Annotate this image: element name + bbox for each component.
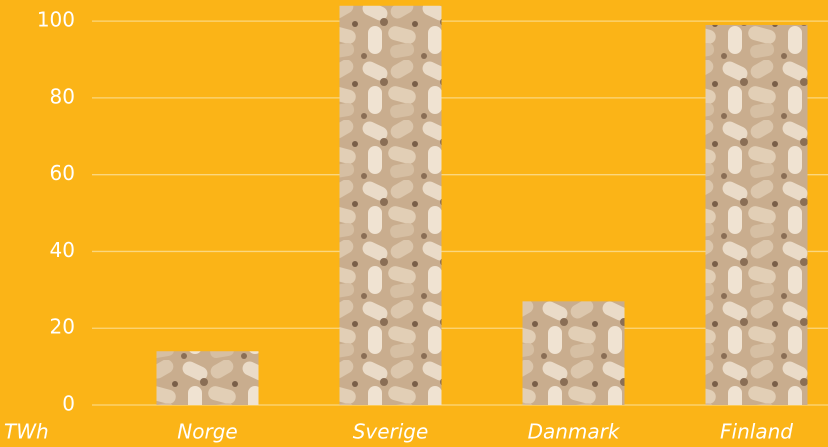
bar bbox=[705, 24, 808, 405]
bar bbox=[339, 5, 442, 405]
bar bbox=[522, 301, 625, 405]
y-axis-unit: TWh bbox=[4, 420, 49, 444]
bars bbox=[156, 5, 808, 405]
x-tick-label: Sverige bbox=[353, 420, 429, 444]
y-tick-label: 60 bbox=[50, 161, 75, 185]
bar bbox=[156, 351, 259, 405]
y-tick-label: 100 bbox=[37, 8, 75, 32]
y-tick-label: 40 bbox=[50, 238, 75, 262]
grid bbox=[92, 20, 828, 406]
labels: 0 20 40 60 80 100 Norge Sverige Danmark Finland bbox=[37, 8, 793, 444]
y-tick-label: 0 bbox=[62, 392, 75, 416]
x-tick-label: Finland bbox=[720, 420, 793, 444]
x-tick-label: Danmark bbox=[528, 420, 621, 444]
x-tick-label: Norge bbox=[177, 420, 237, 444]
y-tick-label: 80 bbox=[50, 84, 75, 108]
y-tick-label: 20 bbox=[50, 315, 75, 339]
